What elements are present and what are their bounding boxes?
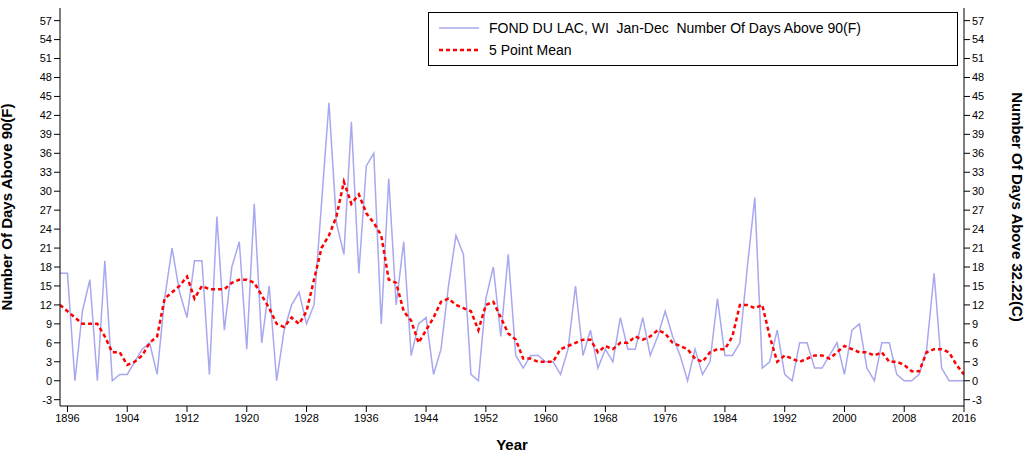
svg-text:2016: 2016 — [952, 412, 976, 424]
svg-text:1904: 1904 — [115, 412, 139, 424]
svg-text:Number Of Days Above 90(F): Number Of Days Above 90(F) — [8, 104, 15, 311]
svg-text:1944: 1944 — [414, 412, 438, 424]
svg-text:1960: 1960 — [533, 412, 557, 424]
svg-text:18: 18 — [40, 261, 52, 273]
svg-text:1912: 1912 — [175, 412, 199, 424]
svg-text:2000: 2000 — [832, 412, 856, 424]
svg-text:36: 36 — [40, 147, 52, 159]
svg-text:21: 21 — [40, 242, 52, 254]
svg-text:1952: 1952 — [474, 412, 498, 424]
svg-text:2008: 2008 — [892, 412, 916, 424]
svg-text:48: 48 — [40, 71, 52, 83]
svg-text:6: 6 — [46, 337, 52, 349]
svg-text:18: 18 — [972, 261, 984, 273]
svg-text:1936: 1936 — [354, 412, 378, 424]
svg-text:42: 42 — [972, 109, 984, 121]
svg-text:1984: 1984 — [713, 412, 737, 424]
svg-text:39: 39 — [972, 128, 984, 140]
svg-text:39: 39 — [40, 128, 52, 140]
svg-text:30: 30 — [972, 185, 984, 197]
svg-text:27: 27 — [40, 204, 52, 216]
svg-text:1992: 1992 — [772, 412, 796, 424]
svg-text:54: 54 — [40, 33, 52, 45]
svg-text:51: 51 — [972, 52, 984, 64]
svg-text:33: 33 — [40, 166, 52, 178]
svg-text:6: 6 — [972, 337, 978, 349]
svg-text:1928: 1928 — [294, 412, 318, 424]
svg-text:12: 12 — [972, 299, 984, 311]
svg-text:1920: 1920 — [235, 412, 259, 424]
svg-text:15: 15 — [972, 280, 984, 292]
svg-text:57: 57 — [972, 15, 984, 27]
svg-text:1896: 1896 — [55, 412, 79, 424]
svg-text:27: 27 — [972, 204, 984, 216]
svg-text:36: 36 — [972, 147, 984, 159]
svg-text:3: 3 — [46, 356, 52, 368]
svg-text:21: 21 — [972, 242, 984, 254]
svg-text:0: 0 — [972, 375, 978, 387]
svg-text:Year: Year — [496, 436, 528, 453]
html-text:5 Point Mean: 5 Point Mean — [489, 42, 572, 58]
svg-text:-3: -3 — [972, 394, 982, 406]
html-text:FOND DU LAC, WI Jan-Dec Number: FOND DU LAC, WI Jan-Dec Number Of Days A… — [489, 20, 861, 36]
svg-text:57: 57 — [40, 15, 52, 27]
svg-text:24: 24 — [40, 223, 52, 235]
svg-text:42: 42 — [40, 109, 52, 121]
svg-text:54: 54 — [972, 33, 984, 45]
svg-text:1968: 1968 — [593, 412, 617, 424]
svg-text:48: 48 — [972, 71, 984, 83]
svg-text:-3: -3 — [42, 394, 52, 406]
svg-text:45: 45 — [40, 90, 52, 102]
svg-text:9: 9 — [972, 318, 978, 330]
svg-text:33: 33 — [972, 166, 984, 178]
svg-text:1976: 1976 — [653, 412, 677, 424]
svg-text:45: 45 — [972, 90, 984, 102]
svg-text:24: 24 — [972, 223, 984, 235]
svg-text:12: 12 — [40, 299, 52, 311]
svg-text:3: 3 — [972, 356, 978, 368]
svg-text:15: 15 — [40, 280, 52, 292]
svg-text:Number Of Days Above 32.22(C): Number Of Days Above 32.22(C) — [1009, 92, 1016, 322]
svg-text:0: 0 — [46, 375, 52, 387]
svg-text:30: 30 — [40, 185, 52, 197]
svg-text:51: 51 — [40, 52, 52, 64]
svg-text:9: 9 — [46, 318, 52, 330]
